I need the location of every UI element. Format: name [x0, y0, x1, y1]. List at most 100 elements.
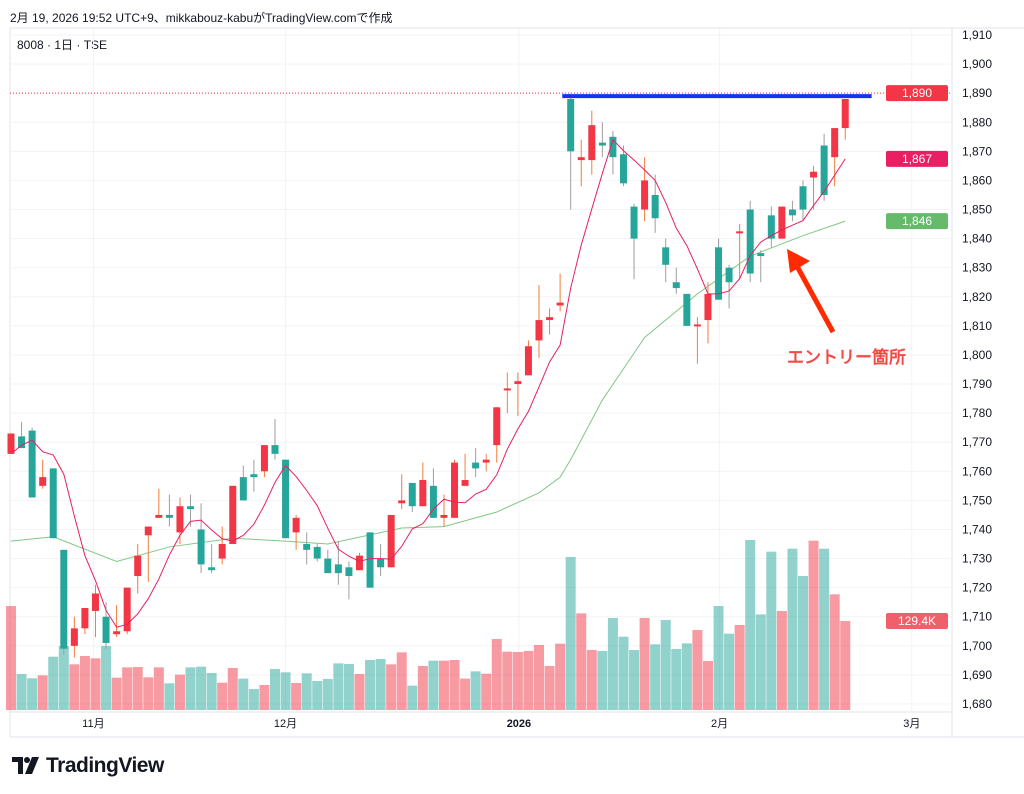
volume-bar — [534, 645, 544, 710]
volume-bar — [248, 689, 259, 710]
candle-body — [546, 317, 554, 321]
candle-body — [70, 628, 78, 646]
volume-bar — [164, 683, 175, 710]
volume-bar — [702, 661, 713, 710]
price-tick-label: 1,860 — [962, 173, 992, 187]
volume-bar — [153, 667, 164, 710]
candle-body — [271, 445, 279, 454]
ma-short-line — [10, 138, 846, 628]
price-tick-label: 1,820 — [962, 290, 992, 304]
candle-body — [408, 482, 416, 507]
candle-body — [176, 506, 184, 533]
tradingview-logo[interactable]: TradingView — [12, 754, 164, 778]
volume-bar — [354, 674, 365, 710]
price-tick-label: 1,680 — [962, 697, 992, 711]
volume-bar — [48, 656, 59, 710]
last-price-badge: 1,890 — [902, 86, 932, 100]
candle-body — [282, 459, 290, 539]
volume-bar — [798, 576, 808, 710]
volume-bar — [58, 645, 69, 710]
candle-body — [725, 267, 733, 283]
tradingview-logo-icon — [12, 757, 39, 774]
candle-body — [155, 514, 163, 518]
price-tick-label: 1,720 — [962, 581, 992, 595]
candle-body — [799, 186, 807, 210]
volume-bar — [417, 665, 428, 710]
volume-bar — [37, 675, 48, 710]
volume-bar — [586, 650, 597, 710]
volume-bar — [840, 621, 851, 710]
time-tick-label: 11月 — [82, 718, 104, 730]
volume-bar — [470, 671, 481, 710]
candle-body — [715, 247, 723, 300]
candle-body — [841, 98, 849, 129]
volume-bar — [111, 677, 122, 710]
chart-caption: 2月 19, 2026 19:52 UTC+9、mikkabouz-kabuがT… — [10, 11, 393, 25]
volume-bar — [776, 611, 787, 710]
candle-body — [144, 526, 152, 536]
candle-body — [239, 477, 247, 501]
volume-bar — [343, 663, 354, 710]
volume-bar — [238, 678, 249, 710]
candle-body — [187, 506, 195, 510]
price-tick-label: 1,770 — [962, 435, 992, 449]
price-tick-label: 1,890 — [962, 86, 992, 100]
price-tick-label: 1,760 — [962, 464, 992, 478]
tradingview-logo-text: TradingView — [46, 754, 164, 777]
last-volume-badge-bg — [886, 613, 948, 630]
price-tick-label: 1,910 — [962, 28, 992, 42]
last-volume-badge: 129.4K — [898, 614, 936, 628]
candle-body — [831, 128, 839, 158]
time-tick-label: 3月 — [903, 718, 920, 730]
candle-body — [345, 567, 353, 577]
time-tick-label: 2月 — [711, 718, 728, 730]
volume-bar — [681, 643, 692, 710]
candle-body — [113, 631, 121, 635]
candle-body — [535, 320, 543, 341]
candle-body — [440, 514, 448, 518]
candle-body — [134, 555, 142, 577]
candle-body — [303, 544, 311, 550]
volume-bar — [69, 664, 80, 710]
candle-body — [102, 616, 110, 643]
candle-body — [49, 468, 57, 539]
candle-body — [609, 136, 617, 158]
candle-body — [387, 514, 395, 568]
candle-body — [630, 206, 638, 239]
price-tick-label: 1,880 — [962, 115, 992, 129]
volume-bar — [544, 665, 555, 710]
volume-bar — [502, 651, 513, 710]
volume-bar — [597, 650, 608, 710]
candle-body — [18, 436, 26, 449]
volume-bar — [90, 658, 101, 710]
volume-bar — [79, 656, 90, 710]
candle-body — [651, 194, 659, 219]
volume-bar — [365, 660, 376, 710]
volume-bar — [407, 685, 418, 710]
ma-short-badge: 1,867 — [902, 152, 932, 166]
volume-bar — [724, 633, 735, 710]
volume-bar — [512, 652, 523, 710]
volume-bar — [618, 636, 629, 710]
entry-arrow-shaft — [795, 266, 836, 334]
ma-short-badge-bg — [886, 150, 948, 167]
volume-bar — [481, 673, 492, 710]
candle-body — [451, 462, 459, 518]
time-tick-label: 12月 — [274, 718, 297, 730]
candle-body — [398, 500, 406, 504]
volume-bar — [576, 613, 587, 710]
candle-body — [746, 209, 754, 274]
volume-bar — [396, 652, 407, 710]
volume-bar — [713, 606, 724, 710]
price-tick-label: 1,900 — [962, 57, 992, 71]
candle-body — [683, 293, 691, 326]
candle-body — [313, 546, 321, 559]
candle-body — [757, 253, 765, 257]
candle-body — [461, 480, 469, 486]
volume-bar — [449, 660, 460, 710]
candle-body — [493, 407, 501, 446]
volume-bar — [829, 594, 840, 710]
candle-body — [377, 558, 385, 568]
volume-bar — [174, 674, 185, 710]
